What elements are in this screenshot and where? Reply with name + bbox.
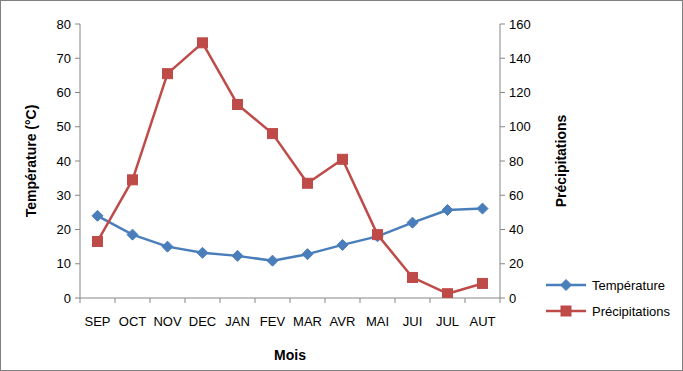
- y2-tick-label: 100: [509, 119, 531, 134]
- y2-tick-label: 40: [509, 222, 523, 237]
- x-tick-divider: [185, 298, 186, 303]
- y-tick-label: 20: [57, 222, 71, 237]
- x-tick-label: JUL: [436, 314, 459, 329]
- x-tick-divider: [360, 298, 361, 303]
- x-tick-label: SEP: [84, 314, 110, 329]
- x-tick-label: JUI: [403, 314, 423, 329]
- chart-border: [1, 1, 683, 371]
- y-tick-label: 70: [57, 51, 71, 66]
- x-tick-divider: [80, 298, 81, 303]
- x-tick-divider: [465, 298, 466, 303]
- y-tick-label: 50: [57, 119, 71, 134]
- y2-tick: [500, 229, 505, 230]
- x-tick-label: OCT: [119, 314, 147, 329]
- data-point: [93, 236, 103, 246]
- y2-tick-label: 120: [509, 85, 531, 100]
- y2-tick: [500, 92, 505, 93]
- data-point: [373, 230, 383, 240]
- data-point: [128, 175, 138, 185]
- data-point: [233, 99, 243, 109]
- data-point: [338, 154, 348, 164]
- y-tick-label: 80: [57, 17, 71, 32]
- x-tick-divider: [150, 298, 151, 303]
- x-tick-divider: [325, 298, 326, 303]
- x-tick-label: AUT: [470, 314, 496, 329]
- y-tick: [75, 229, 80, 230]
- x-tick-label: AVR: [330, 314, 356, 329]
- data-point: [443, 289, 453, 298]
- y2-tick-label: 0: [509, 291, 516, 306]
- y2-tick-label: 60: [509, 188, 523, 203]
- y2-tick: [500, 298, 505, 299]
- y-tick: [75, 92, 80, 93]
- x-tick-label: FEV: [260, 314, 286, 329]
- y-tick-label: 0: [64, 291, 71, 306]
- y-tick-label: 40: [57, 154, 71, 169]
- y-tick: [75, 126, 80, 127]
- y2-tick-label: 160: [509, 17, 531, 32]
- y2-tick: [500, 263, 505, 264]
- data-point: [478, 278, 488, 288]
- y-tick-label: 10: [57, 256, 71, 271]
- x-tick-divider: [430, 298, 431, 303]
- y2-tick-label: 20: [509, 256, 523, 271]
- data-point: [442, 204, 453, 215]
- y2-tick-label: 80: [509, 154, 523, 169]
- legend-marker: [561, 280, 572, 291]
- data-point: [197, 247, 208, 258]
- y-tick: [75, 24, 80, 25]
- data-point: [337, 239, 348, 250]
- x-tick-divider: [220, 298, 221, 303]
- y-tick-label: 60: [57, 85, 71, 100]
- y-tick: [75, 195, 80, 196]
- data-point: [408, 272, 418, 282]
- legend-label: Température: [592, 278, 665, 293]
- y-tick-label: 30: [57, 188, 71, 203]
- x-tick-divider: [115, 298, 116, 303]
- y2-tick: [500, 161, 505, 162]
- y2-tick: [500, 24, 505, 25]
- x-tick-divider: [255, 298, 256, 303]
- data-point: [407, 217, 418, 228]
- y-tick: [75, 263, 80, 264]
- data-point: [162, 241, 173, 252]
- y-axis-title: Température (°C): [23, 105, 39, 218]
- data-point: [232, 250, 243, 261]
- data-point: [477, 203, 488, 214]
- x-tick-label: JAN: [225, 314, 250, 329]
- y-tick: [75, 298, 80, 299]
- x-axis-title: Mois: [274, 347, 306, 363]
- series-line: [98, 209, 483, 261]
- x-tick-divider: [500, 298, 501, 303]
- y2-tick: [500, 126, 505, 127]
- x-tick-divider: [290, 298, 291, 303]
- y-tick: [75, 58, 80, 59]
- x-tick-label: MAR: [293, 314, 322, 329]
- data-point: [302, 249, 313, 260]
- plot-area: [92, 38, 488, 298]
- x-tick-label: NOV: [153, 314, 182, 329]
- series-line: [98, 43, 483, 294]
- data-point: [303, 178, 313, 188]
- data-point: [198, 38, 208, 48]
- data-point: [267, 255, 278, 266]
- data-point: [127, 229, 138, 240]
- y2-tick: [500, 58, 505, 59]
- data-point: [268, 129, 278, 139]
- legend-label: Précipitations: [592, 304, 671, 319]
- y-tick: [75, 161, 80, 162]
- x-tick-label: MAI: [366, 314, 389, 329]
- y2-tick: [500, 195, 505, 196]
- y2-tick-label: 140: [509, 51, 531, 66]
- x-tick-divider: [395, 298, 396, 303]
- data-point: [163, 69, 173, 79]
- data-point: [92, 210, 103, 221]
- legend-marker: [561, 306, 571, 316]
- x-tick-label: DEC: [189, 314, 216, 329]
- y2-axis-title: Précipitations: [553, 115, 569, 208]
